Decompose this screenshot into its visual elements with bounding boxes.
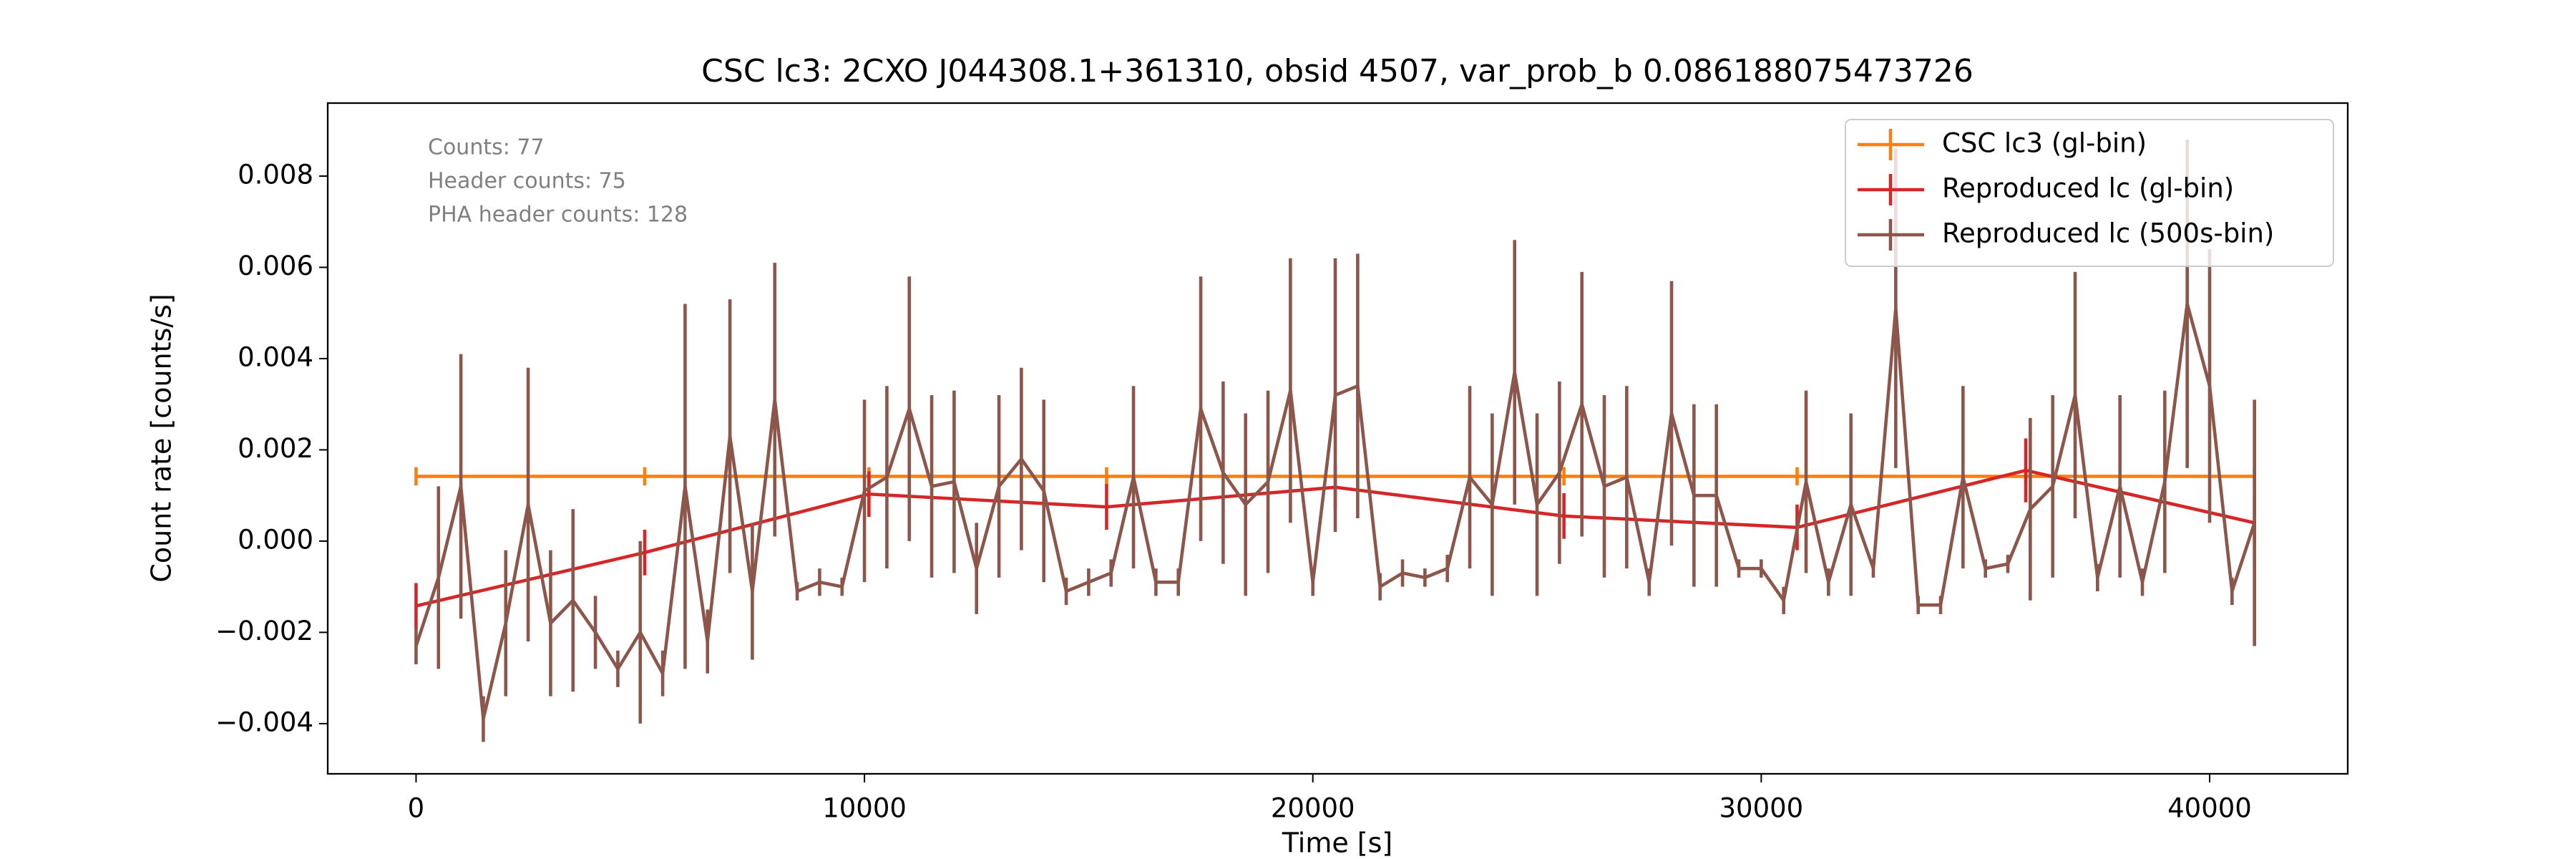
y-tick-label: 0.002: [238, 433, 313, 464]
legend-label: Reproduced lc (gl-bin): [1942, 173, 2234, 204]
x-tick-label: 30000: [1719, 793, 1804, 824]
annotation: Header counts: 75: [428, 169, 626, 194]
y-tick-label: −0.004: [215, 707, 313, 737]
legend-box: [1845, 119, 2334, 267]
x-tick-label: 0: [408, 793, 425, 824]
chart-title: CSC lc3: 2CXO J044308.1+361310, obsid 45…: [701, 53, 1974, 89]
y-tick-label: 0.000: [238, 524, 313, 555]
series-line: [414, 302, 2256, 721]
y-tick-label: −0.002: [215, 616, 313, 646]
legend-label: CSC lc3 (gl-bin): [1942, 128, 2147, 159]
annotation: PHA header counts: 128: [428, 203, 688, 228]
annotation: Counts: 77: [428, 135, 545, 160]
plot-frame: [326, 102, 2349, 775]
plot-area: [414, 139, 2256, 742]
x-tick-label: 10000: [822, 793, 907, 824]
x-tick-label: 40000: [2167, 793, 2252, 824]
y-tick-label: 0.004: [238, 341, 313, 372]
x-axis-label: Time [s]: [1282, 828, 1393, 859]
y-tick-label: 0.008: [238, 159, 313, 190]
y-tick-label: 0.006: [238, 251, 313, 281]
y-axis-label: Count rate [counts/s]: [146, 293, 177, 582]
legend-label: Reproduced lc (500s-bin): [1942, 218, 2274, 249]
x-tick-label: 20000: [1271, 793, 1355, 824]
